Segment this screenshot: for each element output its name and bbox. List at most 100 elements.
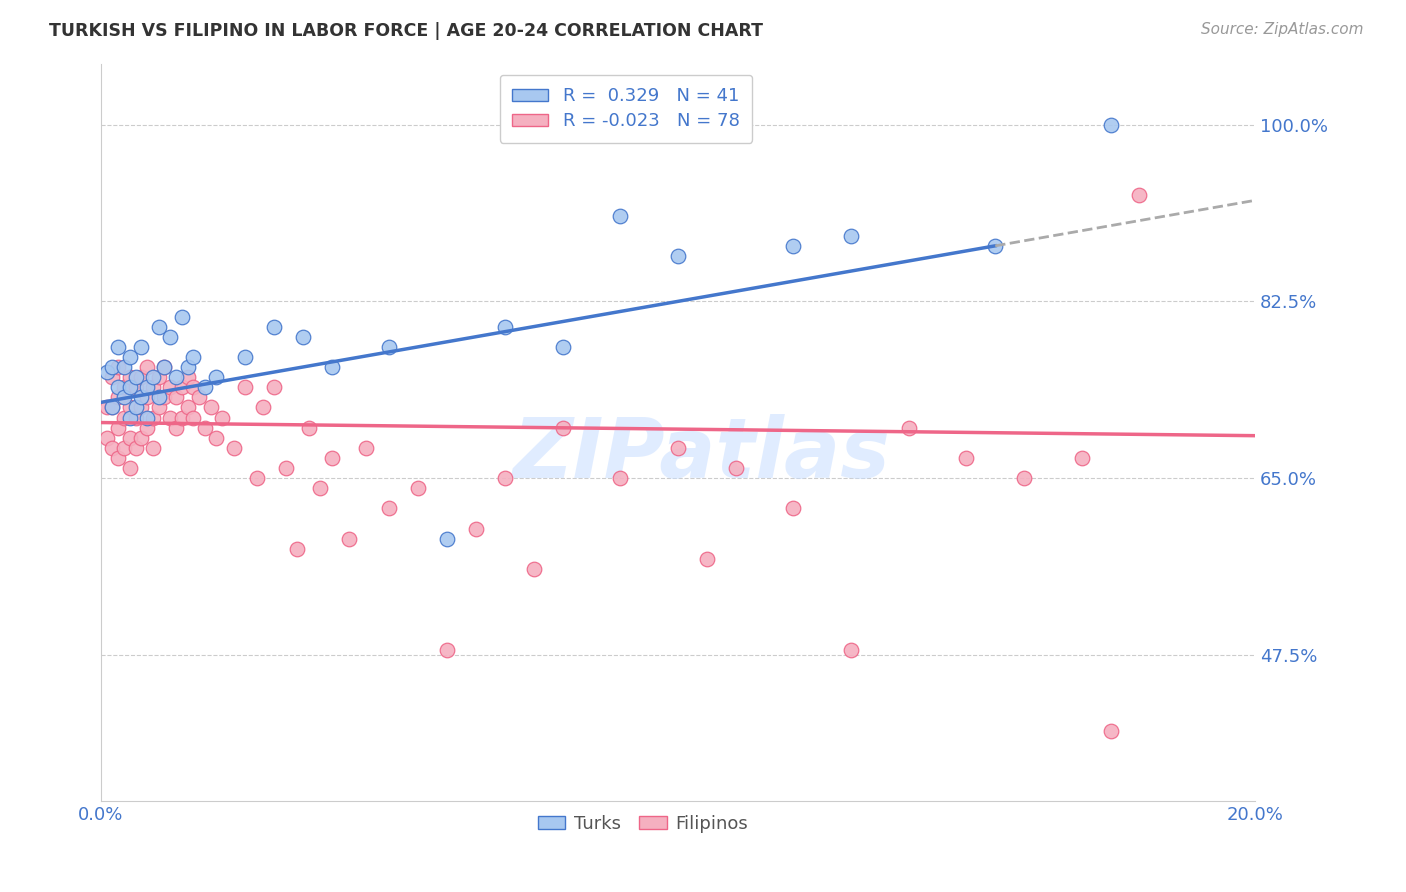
Point: [112, 441, 135, 455]
Point: [263, 319, 285, 334]
Point: [118, 461, 141, 475]
Point: [148, 319, 170, 334]
Point: [136, 390, 159, 404]
Point: [107, 340, 129, 354]
Point: [170, 380, 193, 394]
Point: [609, 209, 631, 223]
Point: [839, 642, 862, 657]
Point: [211, 410, 233, 425]
Point: [124, 441, 146, 455]
Point: [1099, 118, 1122, 132]
Point: [112, 410, 135, 425]
Point: [142, 441, 165, 455]
Point: [465, 522, 488, 536]
Point: [551, 340, 574, 354]
Point: [356, 441, 378, 455]
Point: [118, 370, 141, 384]
Point: [136, 359, 159, 374]
Point: [782, 239, 804, 253]
Point: [124, 410, 146, 425]
Point: [984, 239, 1007, 253]
Point: [112, 359, 135, 374]
Point: [263, 380, 285, 394]
Point: [148, 401, 170, 415]
Point: [107, 380, 129, 394]
Point: [233, 350, 256, 364]
Point: [188, 390, 211, 404]
Point: [1070, 450, 1092, 465]
Point: [142, 380, 165, 394]
Point: [321, 359, 343, 374]
Point: [337, 532, 360, 546]
Point: [159, 380, 181, 394]
Point: [551, 420, 574, 434]
Point: [165, 370, 187, 384]
Point: [181, 350, 204, 364]
Point: [436, 642, 458, 657]
Point: [309, 481, 332, 495]
Legend: Turks, Filipinos: Turks, Filipinos: [531, 807, 755, 840]
Text: Source: ZipAtlas.com: Source: ZipAtlas.com: [1201, 22, 1364, 37]
Point: [159, 410, 181, 425]
Point: [148, 370, 170, 384]
Point: [124, 401, 146, 415]
Point: [118, 350, 141, 364]
Point: [222, 441, 245, 455]
Point: [165, 420, 187, 434]
Point: [724, 461, 747, 475]
Point: [131, 370, 153, 384]
Point: [200, 401, 222, 415]
Point: [194, 420, 217, 434]
Point: [955, 450, 977, 465]
Point: [131, 390, 153, 404]
Point: [124, 380, 146, 394]
Point: [1099, 723, 1122, 738]
Point: [181, 380, 204, 394]
Point: [136, 380, 159, 394]
Point: [494, 471, 516, 485]
Point: [112, 380, 135, 394]
Point: [181, 410, 204, 425]
Point: [136, 420, 159, 434]
Point: [1012, 471, 1035, 485]
Point: [124, 370, 146, 384]
Point: [523, 562, 546, 576]
Point: [194, 380, 217, 394]
Point: [142, 370, 165, 384]
Point: [291, 329, 314, 343]
Point: [274, 461, 297, 475]
Point: [159, 329, 181, 343]
Point: [246, 471, 269, 485]
Point: [142, 410, 165, 425]
Point: [436, 532, 458, 546]
Point: [233, 380, 256, 394]
Point: [170, 310, 193, 324]
Point: [153, 390, 176, 404]
Point: [897, 420, 920, 434]
Point: [406, 481, 429, 495]
Point: [176, 359, 198, 374]
Point: [101, 401, 124, 415]
Point: [696, 552, 718, 566]
Point: [494, 319, 516, 334]
Point: [609, 471, 631, 485]
Point: [148, 390, 170, 404]
Point: [101, 359, 124, 374]
Point: [176, 370, 198, 384]
Point: [170, 410, 193, 425]
Point: [118, 410, 141, 425]
Point: [285, 541, 308, 556]
Point: [101, 401, 124, 415]
Point: [96, 401, 118, 415]
Point: [107, 450, 129, 465]
Point: [107, 390, 129, 404]
Point: [96, 365, 118, 379]
Point: [101, 370, 124, 384]
Point: [252, 401, 274, 415]
Point: [298, 420, 321, 434]
Point: [118, 380, 141, 394]
Point: [118, 401, 141, 415]
Point: [107, 359, 129, 374]
Point: [378, 340, 401, 354]
Point: [378, 501, 401, 516]
